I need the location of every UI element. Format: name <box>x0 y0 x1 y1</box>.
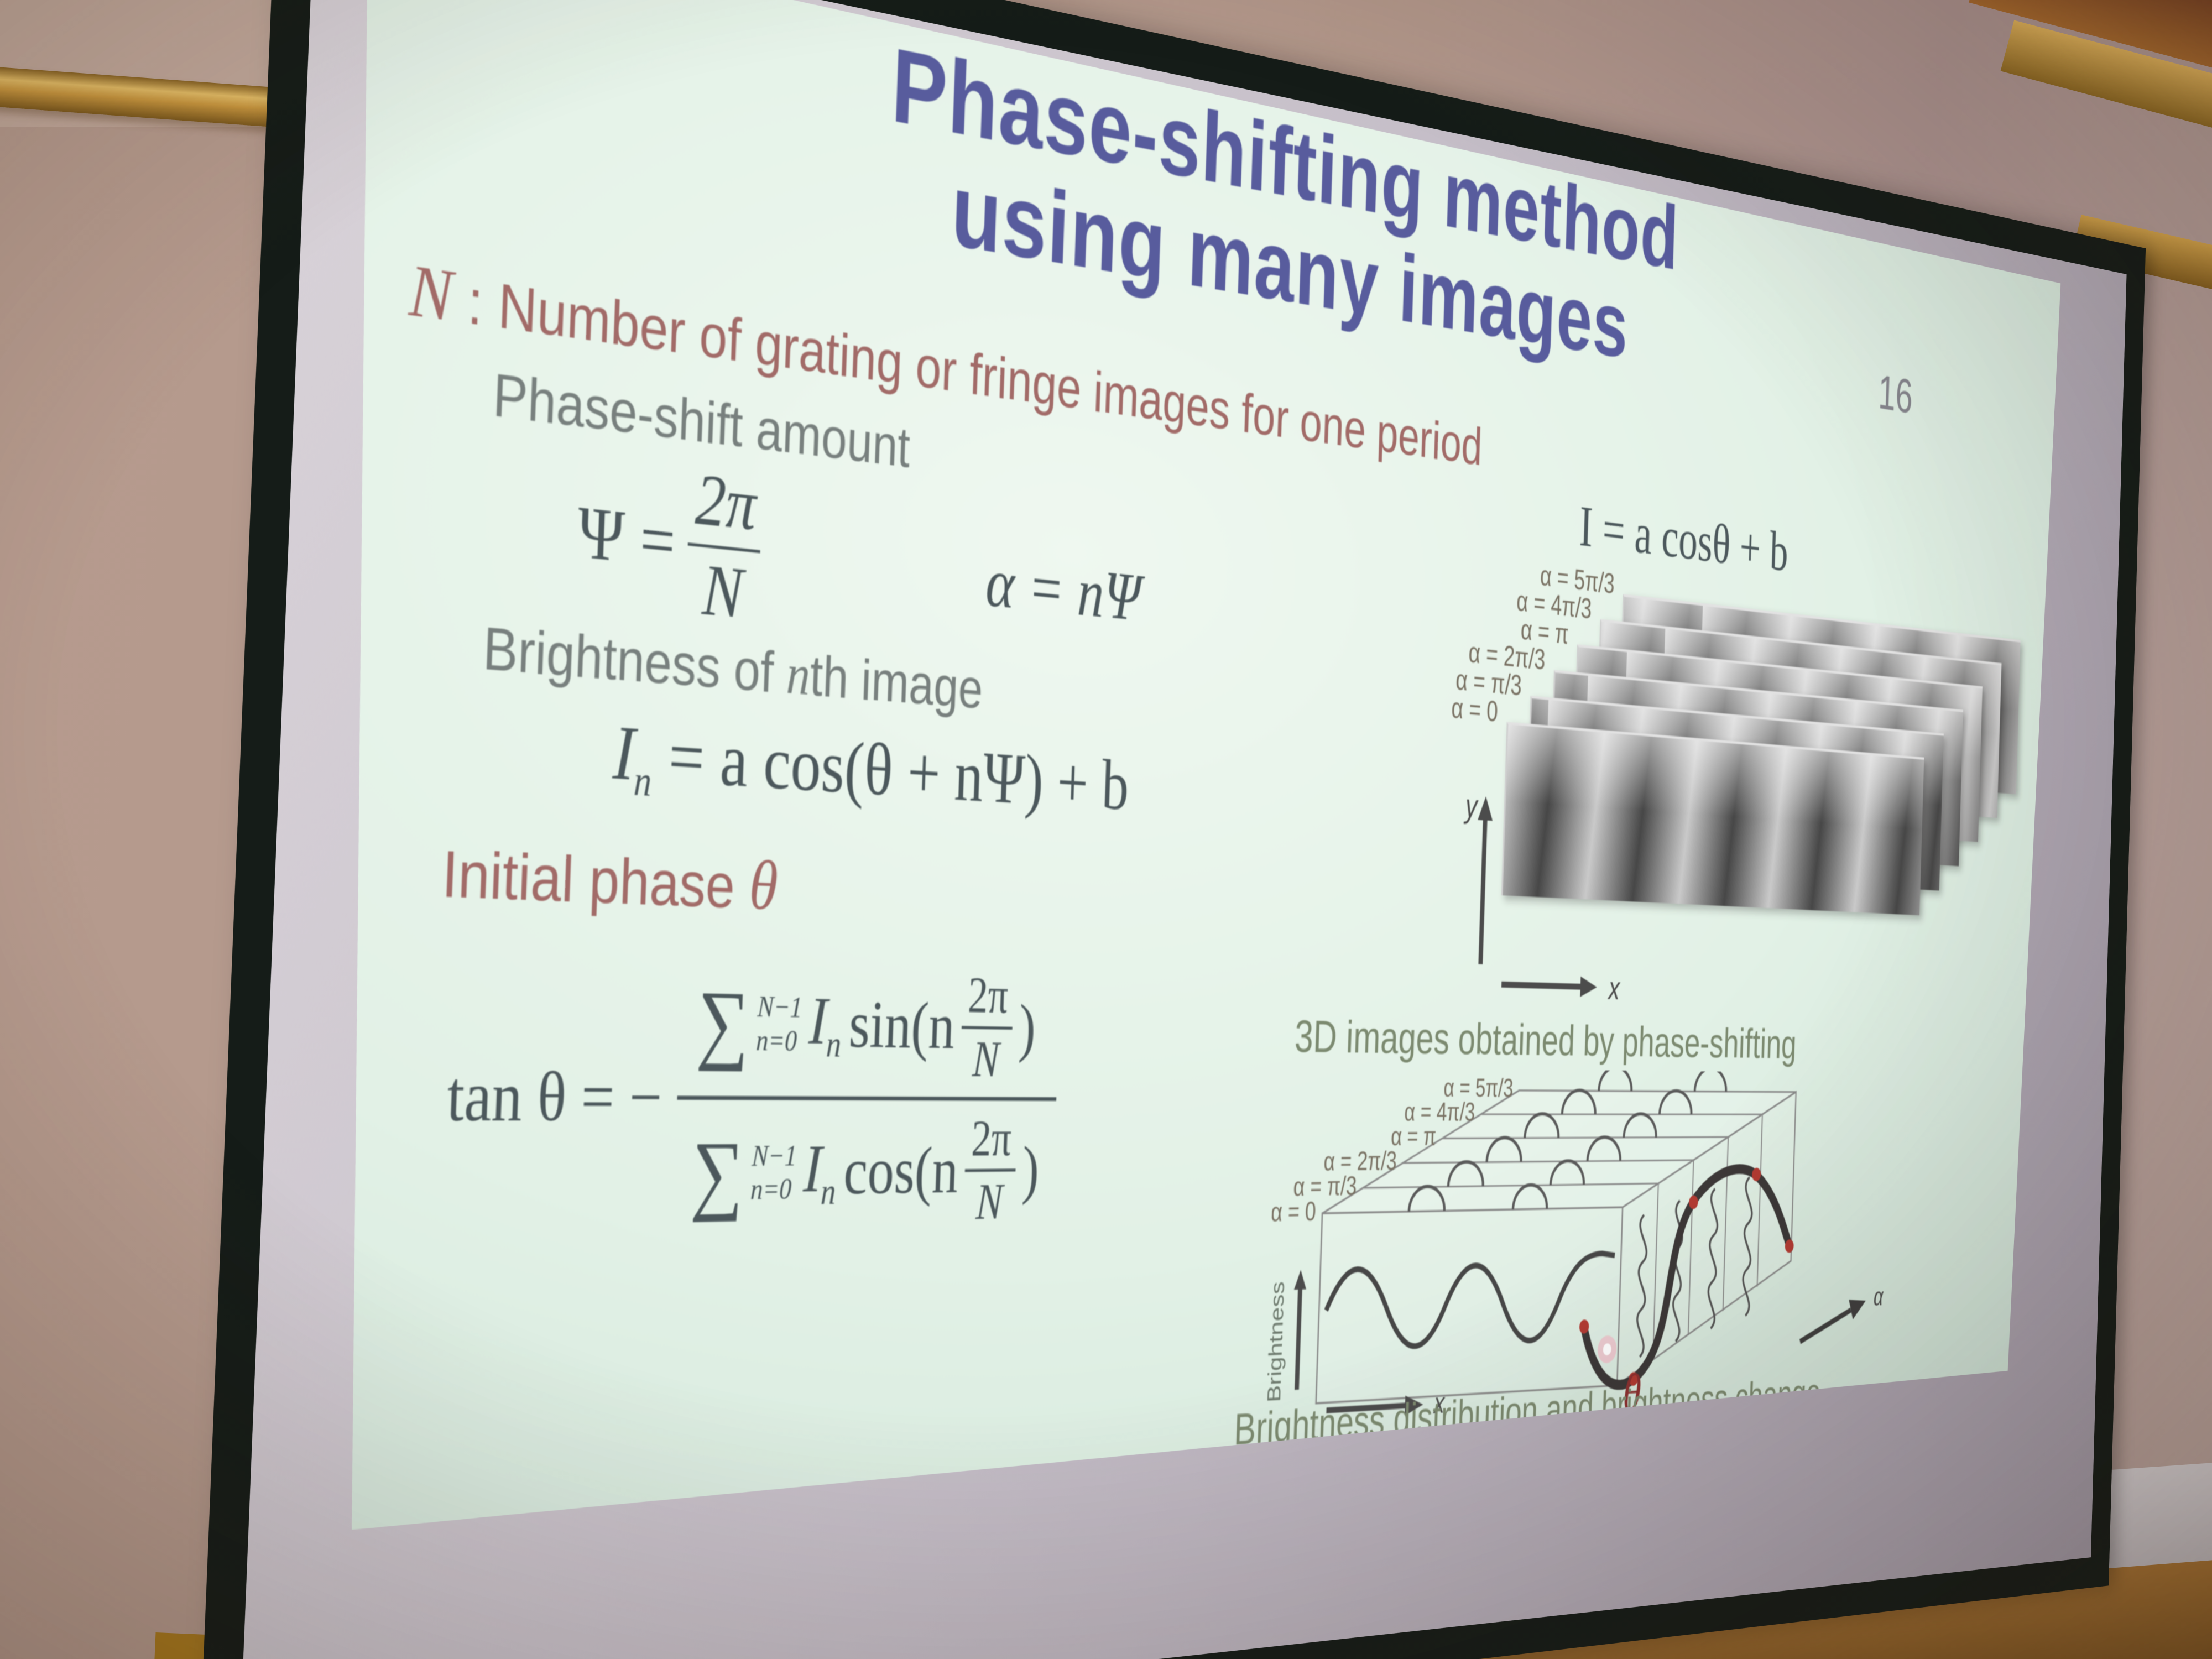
sin-open: sin(n <box>848 988 956 1063</box>
i-sub-cos: n <box>820 1171 837 1213</box>
psi-lhs: Ψ = <box>576 490 677 583</box>
tan-numerator: ∑ N−1 n=0 In sin(n 2π N ) <box>677 948 1061 1101</box>
sum-upper-sin: N−1 <box>757 989 803 1024</box>
box-alpha-label-pi3: α = π/3 <box>1293 1171 1357 1201</box>
tan-lhs: tan θ = − <box>445 1057 664 1137</box>
brightness-axis-label: Brightness <box>1264 1281 1288 1403</box>
sin-frac-den: N <box>971 1030 1000 1088</box>
tan-denominator: ∑ N−1 n=0 In cos(n 2π N ) <box>671 1100 1056 1248</box>
brightness-label-post: th image <box>808 643 984 721</box>
stack-caption: 3D images obtained by phase-shifting <box>1293 1010 1797 1068</box>
alpha-formula: α = nΨ <box>984 544 1142 636</box>
sin-inner-fraction: 2π N <box>959 967 1014 1087</box>
projection-surface: Phase-shifting method using many images … <box>239 0 2127 1659</box>
intensity-n-formula: In = a cos(θ + nΨ) + b <box>611 708 1130 833</box>
box-x-label: x <box>1432 1386 1446 1420</box>
box-alpha-label-4pi3: α = 4π/3 <box>1404 1097 1476 1126</box>
initial-phase-label: Initial phase θ <box>440 829 779 927</box>
i-term-sin: In <box>807 983 843 1066</box>
psi-formula: Ψ = 2π N <box>575 445 764 635</box>
sin-close: ) <box>1018 992 1037 1064</box>
i-symbol-sin: I <box>807 984 829 1059</box>
sin-frac-num: 2π <box>962 967 1014 1030</box>
cos-inner-fraction: 2π N <box>963 1110 1018 1230</box>
in-subscript: n <box>633 756 653 805</box>
i-sub-sin: n <box>825 1024 842 1066</box>
sum-limits-sin: N−1 n=0 <box>755 990 802 1057</box>
cos-frac-num: 2π <box>965 1110 1018 1172</box>
sum-limits-cos: N−1 n=0 <box>750 1139 797 1206</box>
slide-number: 16 <box>1877 364 1913 424</box>
projection-screen-bezel: Phase-shifting method using many images … <box>197 0 2146 1659</box>
slide-16: Phase-shifting method using many images … <box>278 0 2061 1535</box>
cos-close: ) <box>1021 1134 1041 1206</box>
i-symbol-cos: I <box>802 1131 823 1207</box>
x-axis-arrowhead <box>1580 977 1597 998</box>
sum-symbol-sin: ∑ <box>695 972 752 1072</box>
tan-theta-formula: tan θ = − ∑ N−1 n=0 In sin(n 2π <box>441 941 1061 1253</box>
tan-fraction: ∑ N−1 n=0 In sin(n 2π N ) <box>671 948 1061 1247</box>
brightness-box-diagram: α = 0 α = π/3 α = 2π/3 α = π α = 4π/3 α … <box>1264 1067 1935 1441</box>
box-alpha-label-2pi3: α = 2π/3 <box>1323 1146 1397 1176</box>
box-front-face <box>1316 1207 1623 1403</box>
sum-lower-cos: n=0 <box>750 1172 792 1206</box>
cos-frac-den: N <box>975 1173 1004 1230</box>
brightness-label-n: n <box>785 641 811 708</box>
n-variable: N <box>407 248 455 337</box>
cos-open: cos(n <box>842 1134 959 1209</box>
sum-upper-cos: N−1 <box>751 1139 797 1172</box>
in-rhs: = a cos(θ + nΨ) + b <box>651 712 1130 826</box>
box-alpha-labels: α = 0 α = π/3 α = 2π/3 α = π α = 4π/3 α … <box>1270 1072 1514 1227</box>
x-axis-label: x <box>1607 970 1621 1006</box>
psi-fraction: 2π N <box>685 458 763 635</box>
alpha-axis-label: α <box>1873 1282 1884 1311</box>
brightness-arrowhead <box>1294 1270 1307 1290</box>
box-alpha-label-0: α = 0 <box>1270 1196 1316 1227</box>
sum-lower-sin: n=0 <box>755 1023 798 1057</box>
psi-denominator: N <box>701 549 745 634</box>
y-axis-label: y <box>1463 787 1479 825</box>
fringe-stack-diagram: α = 5π/3 α = 4π/3 α = π α = 2π/3 α = π/3… <box>1332 529 2027 1020</box>
initial-phase-text: Initial phase <box>440 837 751 922</box>
y-axis-arrowhead <box>1478 796 1493 821</box>
alpha-arrowhead <box>1848 1299 1866 1319</box>
initial-phase-theta: θ <box>748 846 779 925</box>
psi-numerator: 2π <box>688 458 764 553</box>
i-term-cos: In <box>802 1130 838 1214</box>
box-alpha-label-pi: α = π <box>1390 1121 1437 1151</box>
in-lhs: I <box>611 709 637 797</box>
box-alpha-label-5pi3: α = 5π/3 <box>1443 1073 1514 1103</box>
stack-axes: y x <box>1332 529 2027 1020</box>
sum-symbol-cos: ∑ <box>689 1123 746 1223</box>
